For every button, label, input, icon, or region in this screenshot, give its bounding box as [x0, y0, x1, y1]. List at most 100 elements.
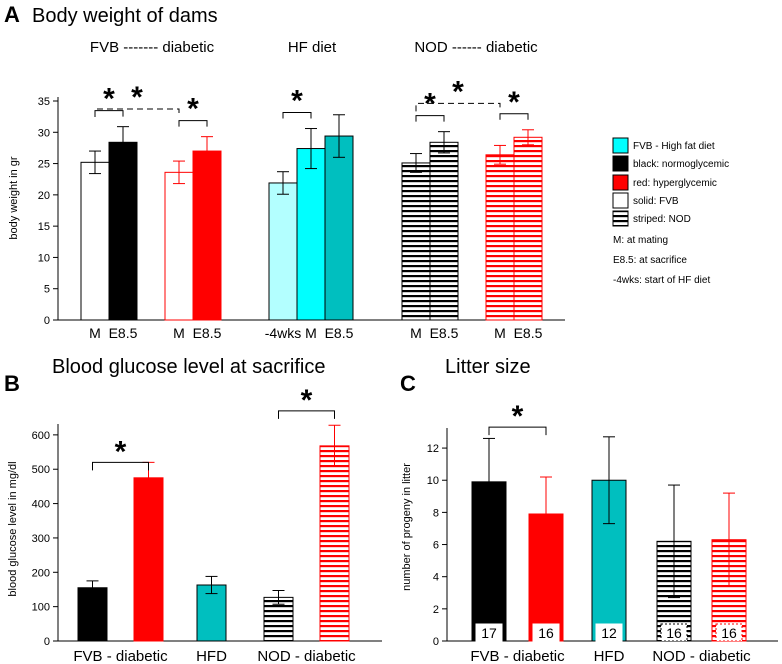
- x-tick-label-a: M: [89, 325, 101, 341]
- significance-bracket-b: [92, 461, 149, 471]
- y-tick-label-a: 10: [38, 252, 50, 264]
- y-tick-label-a: 15: [38, 221, 50, 233]
- x-category-label-b: NOD - diabetic: [257, 648, 356, 664]
- bar-a: [485, 154, 515, 321]
- bar-a: [164, 171, 194, 321]
- bar-a: [108, 141, 138, 321]
- legend-label: E8.5: at sacrifice: [613, 255, 687, 266]
- y-tick-label-c: 12: [427, 443, 439, 455]
- n-label: 12: [601, 625, 617, 641]
- legend-label: solid: FVB: [633, 196, 679, 207]
- x-tick-label-a: E8.5: [325, 325, 354, 341]
- significance-star-a: *: [187, 93, 199, 126]
- group-label-nod: NOD ------ diabetic: [414, 39, 538, 56]
- x-category-label-b: HFD: [196, 648, 227, 664]
- significance-star-a: *: [103, 83, 115, 116]
- y-tick-label-b: 0: [44, 636, 50, 648]
- bar-a: [513, 136, 543, 321]
- significance-bracket-a: [499, 113, 529, 120]
- significance-star-a: *: [291, 85, 303, 118]
- y-tick-label-b: 100: [32, 602, 50, 614]
- significance-star-b: *: [301, 384, 313, 417]
- panel-title-b: Blood glucose level at sacrifice: [52, 356, 325, 378]
- bar-b: [77, 587, 108, 642]
- y-tick-label-a: 35: [38, 96, 50, 108]
- legend-swatch: [612, 174, 629, 191]
- significance-star-a: *: [424, 88, 436, 121]
- bar-b: [196, 584, 227, 642]
- panel-label-b: B: [4, 371, 20, 396]
- y-tick-label-a: 30: [38, 127, 50, 139]
- x-category-label-c: NOD - diabetic: [652, 648, 751, 664]
- significance-bracket-b: [278, 410, 335, 419]
- bar-b: [319, 445, 350, 642]
- n-label: 16: [538, 625, 554, 641]
- y-tick-label-a: 25: [38, 159, 50, 171]
- bar-a: [192, 150, 222, 321]
- y-tick-label-c: 2: [433, 604, 439, 616]
- bar-a: [268, 182, 298, 321]
- y-tick-label-c: 0: [433, 636, 439, 648]
- n-label: 16: [666, 625, 682, 641]
- x-category-label-b: FVB - diabetic: [73, 648, 168, 664]
- y-tick-label-b: 500: [32, 464, 50, 476]
- x-tick-label-a: E8.5: [193, 325, 222, 341]
- bar-a: [324, 135, 354, 321]
- group-label-hf: HF diet: [288, 39, 337, 56]
- significance-star-c: *: [512, 400, 524, 433]
- bar-a: [80, 161, 110, 321]
- legend-label: -4wks: start of HF diet: [613, 275, 710, 286]
- n-label-box: [660, 623, 688, 642]
- y-axis-label-a: body weight in gr: [8, 156, 20, 239]
- y-tick-label-a: 0: [44, 315, 50, 327]
- group-label-fvb: FVB ------- diabetic: [90, 39, 215, 56]
- bar-b: [133, 477, 164, 642]
- significance-bracket-a: [282, 112, 312, 119]
- x-tick-label-a: M: [305, 325, 317, 341]
- x-tick-label-a: M: [410, 325, 422, 341]
- significance-bracket-a: [94, 108, 180, 118]
- y-tick-label-a: 20: [38, 190, 50, 202]
- legend-swatch: [612, 192, 629, 209]
- significance-bracket-a: [415, 115, 445, 122]
- x-category-label-c: HFD: [594, 648, 625, 664]
- legend-label: M: at mating: [613, 235, 668, 246]
- x-tick-label-a: -4wks: [265, 325, 302, 341]
- y-tick-label-b: 300: [32, 533, 50, 545]
- significance-bracket-a: [415, 102, 501, 112]
- x-category-label-c: FVB - diabetic: [470, 648, 565, 664]
- legend-label: black: normoglycemic: [633, 159, 729, 170]
- y-axis-label-c: number of progeny in litter: [401, 463, 413, 591]
- n-label-box: [715, 623, 743, 642]
- y-tick-label-b: 200: [32, 567, 50, 579]
- x-tick-label-a: E8.5: [430, 325, 459, 341]
- y-tick-label-c: 4: [433, 572, 439, 584]
- significance-star-a: *: [508, 86, 520, 119]
- x-tick-label-a: E8.5: [514, 325, 543, 341]
- y-axis-label-b: blood glucose level in mg/dl: [7, 461, 19, 596]
- x-tick-label-a: M: [173, 325, 185, 341]
- y-tick-label-b: 600: [32, 430, 50, 442]
- bar-a: [401, 162, 431, 321]
- panel-label-a: A: [4, 2, 20, 27]
- significance-star-a: *: [452, 75, 464, 108]
- n-label-box: [475, 623, 503, 642]
- n-label: 17: [481, 625, 497, 641]
- bar-a: [429, 141, 459, 321]
- significance-star-b: *: [115, 435, 127, 468]
- n-label-box: [595, 623, 623, 642]
- legend-swatch: [612, 155, 629, 172]
- legend-label: FVB - High fat diet: [633, 141, 715, 152]
- panel-title-a: Body weight of dams: [32, 5, 218, 27]
- x-tick-label-a: E8.5: [109, 325, 138, 341]
- legend-swatch: [612, 210, 629, 227]
- panel-label-c: C: [400, 371, 416, 396]
- legend-label: striped: NOD: [633, 214, 691, 225]
- significance-star-a: *: [131, 81, 143, 114]
- legend-label: red: hyperglycemic: [633, 178, 717, 189]
- significance-bracket-c: [488, 426, 547, 436]
- significance-bracket-a: [178, 120, 208, 127]
- y-tick-label-b: 400: [32, 499, 50, 511]
